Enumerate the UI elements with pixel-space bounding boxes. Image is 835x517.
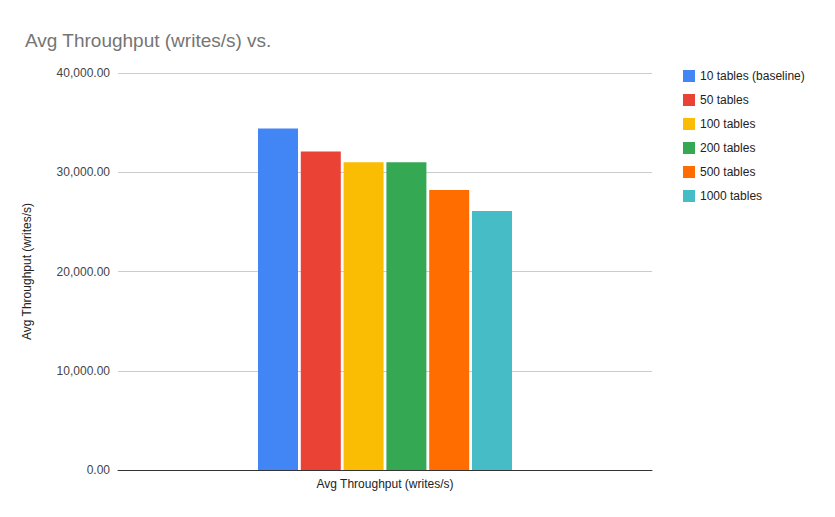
svg-text:Avg Throughput (writes/s): Avg Throughput (writes/s) [317,477,454,491]
svg-text:1000 tables: 1000 tables [700,189,762,203]
svg-text:100 tables: 100 tables [700,117,755,131]
svg-text:200 tables: 200 tables [700,141,755,155]
svg-text:30,000.00: 30,000.00 [57,165,111,179]
svg-text:10 tables (baseline): 10 tables (baseline) [700,69,805,83]
svg-text:20,000.00: 20,000.00 [57,265,111,279]
svg-text:500 tables: 500 tables [700,165,755,179]
svg-text:10,000.00: 10,000.00 [57,364,111,378]
svg-text:40,000.00: 40,000.00 [57,66,111,80]
svg-text:0.00: 0.00 [87,463,111,477]
svg-text:50 tables: 50 tables [700,93,749,107]
svg-text:Avg Throughput (writes/s) vs.: Avg Throughput (writes/s) vs. [25,30,271,51]
svg-text:Avg Throughput (writes/s): Avg Throughput (writes/s) [20,203,34,340]
